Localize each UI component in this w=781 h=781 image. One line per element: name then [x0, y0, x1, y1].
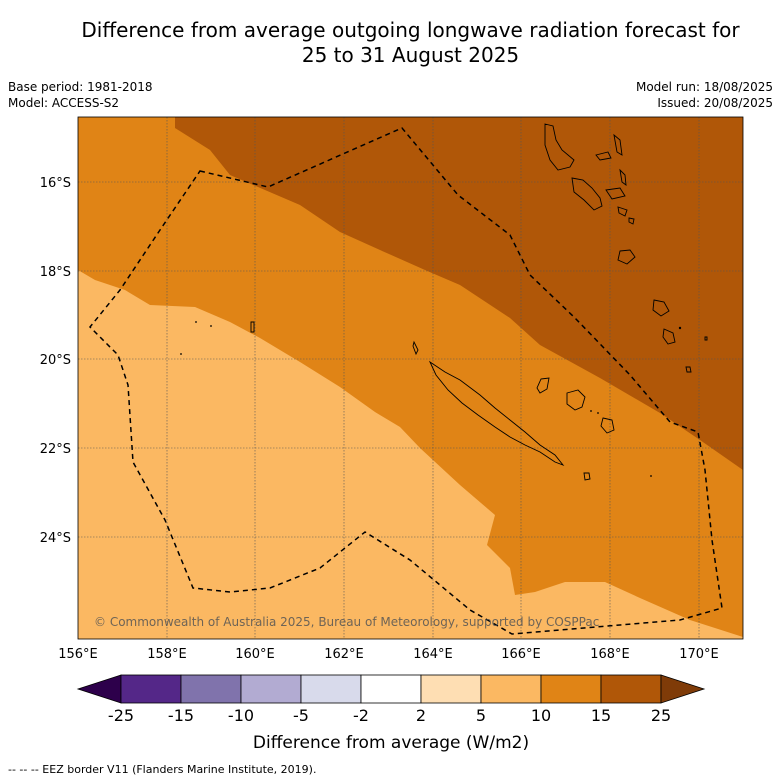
coast-efate [617, 249, 636, 265]
colorbar-tick: 15 [591, 706, 611, 725]
map-title: Difference from average outgoing longwav… [0, 18, 781, 68]
colorbar-segment [300, 674, 362, 704]
coast-loyalty-lifou [566, 389, 586, 411]
colorbar-tick: -10 [228, 706, 254, 725]
coast-ambrym [605, 187, 626, 200]
coast-loyalty-mare [600, 417, 615, 434]
colorbar-tick: -2 [353, 706, 369, 725]
title-line-1: Difference from average outgoing longwav… [81, 18, 740, 42]
coast-isle-of-pines [583, 472, 591, 481]
colorbar-segment [420, 674, 482, 704]
lon-label: 168°E [590, 647, 630, 662]
colorbar-segment [180, 674, 242, 704]
eez-border [88, 127, 723, 635]
coast-belep-islands [412, 340, 419, 356]
info-right: Model run: 18/08/2025 Issued: 20/08/2025 [636, 79, 773, 111]
coast-chesterfield [250, 321, 255, 333]
lon-label: 158°E [147, 647, 187, 662]
fill-15-to-25 [175, 117, 743, 470]
graticule [78, 117, 743, 639]
coast-aneityum [685, 366, 692, 373]
colorbar-tick: 10 [531, 706, 551, 725]
colorbar-segment [240, 674, 302, 704]
lon-label: 162°E [324, 647, 364, 662]
coast-espiritu-santo [544, 123, 575, 171]
colorbar-segment [360, 674, 422, 704]
small-islets [180, 321, 682, 477]
colorbar-tick: -25 [108, 706, 134, 725]
info-left: Base period: 1981-2018 Model: ACCESS-S2 [8, 79, 153, 111]
colorbar-extend-low [76, 674, 122, 704]
title-line-2: 25 to 31 August 2025 [301, 43, 520, 67]
eez-legend-note: -- -- -- EEZ border V11 (Flanders Marine… [8, 763, 317, 776]
longitude-labels: 156°E 158°E 160°E 162°E 164°E 166°E 168°… [58, 647, 719, 662]
colorbar [76, 674, 706, 704]
base-period-text: Base period: 1981-2018 [8, 80, 153, 94]
colorbar-tick: -15 [168, 706, 194, 725]
coast-new-caledonia [428, 360, 565, 466]
lat-label: 24°S [40, 531, 71, 546]
coast-epi [617, 206, 628, 217]
colorbar-tick-labels: -25 -15 -10 -5 -2 2 5 10 15 25 [108, 706, 671, 725]
coast-hunter-island [704, 336, 708, 341]
latitude-labels: 16°S 18°S 20°S 22°S 24°S [40, 176, 71, 546]
colorbar-extend-high [660, 674, 706, 704]
lat-label: 16°S [40, 176, 71, 191]
lon-label: 156°E [58, 647, 98, 662]
colorbar-tick: 5 [476, 706, 486, 725]
coast-ambae [595, 151, 612, 161]
colorbar-tick: 2 [416, 706, 426, 725]
lat-label: 18°S [40, 265, 71, 280]
lon-label: 164°E [413, 647, 453, 662]
coastlines [250, 123, 708, 481]
map-panel: © Commonwealth of Australia 2025, Bureau… [78, 117, 743, 639]
coast-loyalty-ouvea [536, 377, 550, 394]
coast-malakula [571, 177, 603, 211]
model-run-text: Model run: 18/08/2025 [635, 80, 773, 94]
fill-5-to-10 [78, 270, 743, 639]
colorbar-segment [480, 674, 542, 704]
colorbar-segment [600, 674, 662, 704]
coast-erromango [652, 299, 670, 317]
map-frame [77, 116, 744, 640]
colorbar-label: Difference from average (W/m2) [253, 733, 529, 753]
coast-maewo [613, 133, 623, 156]
lon-label: 166°E [501, 647, 541, 662]
coast-tanna [662, 328, 676, 345]
colorbar-tick: -5 [293, 706, 309, 725]
coast-shepherds [628, 217, 635, 225]
colorbar-tick: 25 [651, 706, 671, 725]
model-text: Model: ACCESS-S2 [8, 96, 120, 110]
coast-pentecost [619, 168, 627, 186]
lat-label: 22°S [40, 442, 71, 457]
lon-label: 170°E [679, 647, 719, 662]
colorbar-segment [540, 674, 602, 704]
issued-text: Issued: 20/08/2025 [657, 96, 773, 110]
colorbar-segment [120, 674, 182, 704]
copyright-credit: © Commonwealth of Australia 2025, Bureau… [94, 615, 599, 629]
lon-label: 160°E [235, 647, 275, 662]
lat-label: 20°S [40, 353, 71, 368]
